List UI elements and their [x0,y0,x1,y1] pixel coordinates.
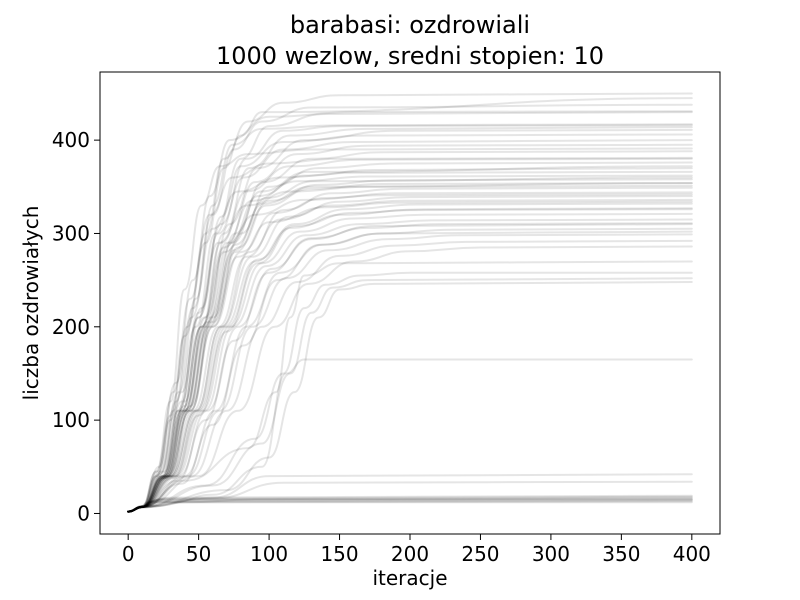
x-tick-label-250: 250 [461,542,499,566]
series-line-53 [127,110,693,513]
series-line-14 [127,92,693,513]
series-line-7 [127,495,693,513]
y-axis-label: liczba ozdrowiałych [19,206,43,401]
series-line-9 [127,498,693,513]
series-line-1 [127,501,693,513]
series-line-16 [127,111,693,513]
series-line-8 [127,494,693,513]
y-tick-label-0: 0 [77,501,90,525]
chart-title-line-2: 1000 wezlow, sredni stopien: 10 [216,42,604,70]
series-line-30 [127,191,693,513]
series-line-54 [127,133,693,513]
chart-title-line-1: barabasi: ozdrowiali [290,11,530,39]
series-lines [127,92,693,513]
series-line-22 [127,150,693,513]
series-line-43 [127,277,693,513]
series-line-58 [127,165,693,513]
axis-ticks: 0 50 100 150 200 250 300 350 400 0 100 200 300 400 [52,128,711,566]
x-tick-label-400: 400 [673,542,711,566]
series-line-19 [127,128,693,513]
series-line-12 [127,358,693,513]
series-line-60 [127,182,693,513]
y-tick-label-200: 200 [52,315,90,339]
series-line-32 [127,198,693,513]
x-tick-label-300: 300 [532,542,570,566]
x-tick-label-0: 0 [122,542,135,566]
series-line-41 [127,245,693,513]
series-line-44 [127,281,693,513]
series-line-18 [127,126,693,513]
series-line-59 [127,176,693,513]
series-line-6 [127,496,693,513]
series-line-5 [127,497,693,513]
series-line-24 [127,161,693,513]
series-line-56 [127,223,693,513]
x-tick-label-150: 150 [320,542,358,566]
series-line-23 [127,157,693,513]
series-line-26 [127,174,693,513]
series-line-37 [127,222,693,513]
plot-frame [99,71,721,535]
x-tick-label-200: 200 [391,542,429,566]
series-line-2 [127,500,693,513]
x-tick-label-50: 50 [186,542,211,566]
series-line-20 [127,139,693,513]
series-line-45 [127,260,693,513]
series-line-39 [127,233,693,513]
series-line-17 [127,124,693,513]
x-tick-label-100: 100 [250,542,288,566]
series-line-31 [127,195,693,513]
series-line-52 [127,123,693,513]
series-line-29 [127,186,693,513]
series-line-13 [127,97,693,513]
series-line-25 [127,167,693,513]
series-line-34 [127,208,693,513]
series-line-28 [127,182,693,513]
series-line-36 [127,218,693,513]
series-line-48 [127,170,693,513]
series-line-15 [127,103,693,513]
series-line-11 [127,473,693,513]
series-line-46 [127,147,693,513]
series-line-51 [127,200,693,513]
y-tick-label-300: 300 [52,221,90,245]
y-tick-label-400: 400 [52,128,90,152]
series-line-10 [127,480,693,513]
series-line-3 [127,499,693,513]
series-line-49 [127,184,693,513]
series-line-33 [127,202,693,513]
series-line-27 [127,178,693,513]
series-line-21 [127,143,693,513]
x-tick-label-350: 350 [602,542,640,566]
series-line-35 [127,212,693,513]
series-line-40 [127,239,693,513]
series-line-4 [127,498,693,513]
series-line-42 [127,271,693,513]
series-line-55 [127,207,693,513]
x-axis-label: iteracje [372,566,447,590]
y-tick-label-100: 100 [52,408,90,432]
series-line-38 [127,227,693,513]
series-line-47 [127,156,693,513]
series-line-50 [127,193,693,513]
series-line-57 [127,230,693,513]
